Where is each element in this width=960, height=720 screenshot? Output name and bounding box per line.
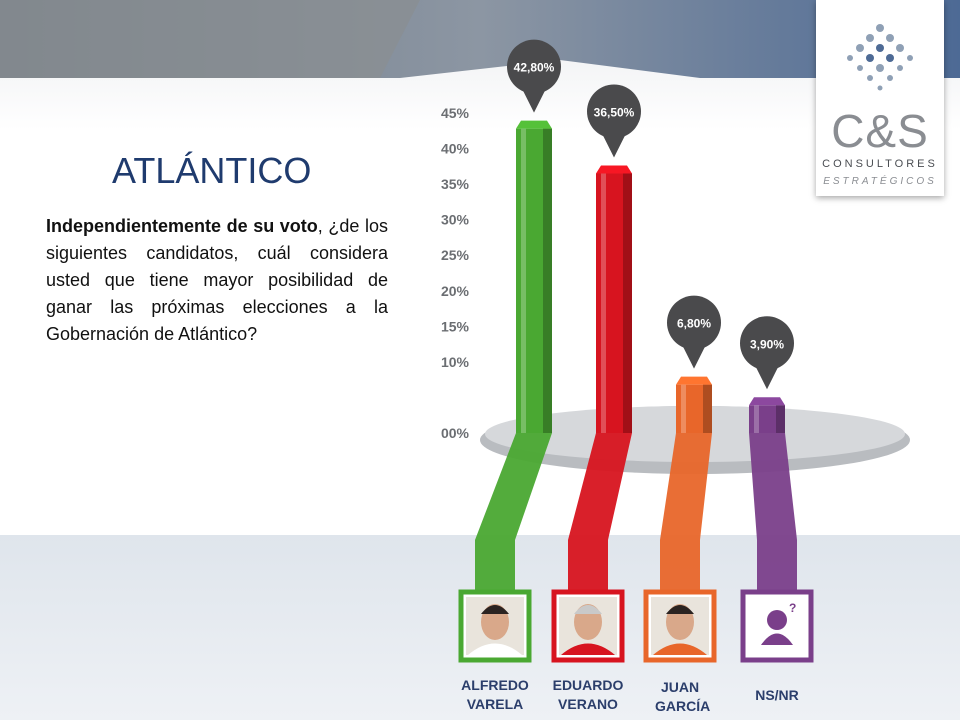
logo: C&S CONSULTORES ESTRATÉGICOS (816, 0, 944, 196)
y-tick-label: 35% (441, 176, 470, 192)
logo-name: C&S (831, 105, 929, 157)
value-balloon (754, 363, 780, 390)
value-label: 3,90% (750, 337, 784, 351)
x-tick-label: NS/NR (755, 687, 799, 703)
bar-highlight (601, 173, 606, 433)
value-balloon (521, 86, 547, 113)
bar-cap (676, 376, 712, 385)
bar-highlight (521, 128, 526, 433)
x-tick-label: ALFREDO VARELA (461, 677, 529, 712)
avatar-question: ? (789, 601, 796, 615)
y-tick-label: 25% (441, 247, 470, 263)
bar-shade (623, 173, 632, 433)
bar-highlight (754, 405, 759, 433)
photo-body (561, 643, 615, 655)
bar-highlight (681, 384, 686, 433)
y-tick-label: 15% (441, 318, 470, 334)
x-tick-label: EDUARDO VERANO (552, 677, 624, 712)
bar-shade (703, 384, 712, 433)
y-tick-label: 00% (441, 425, 470, 441)
question-text: , ¿de los siguientes candidatos, cuál co… (46, 216, 388, 344)
logo-line: ESTRATÉGICOS (823, 176, 937, 187)
avatar-icon (761, 633, 793, 645)
y-tick-label: 45% (441, 105, 470, 121)
value-label: 6,80% (677, 317, 711, 331)
bar-cap (749, 397, 785, 406)
photo-hair (574, 605, 602, 614)
question-bold: Independientemente de su voto (46, 216, 318, 236)
bar-shade (776, 405, 785, 433)
y-tick-label: 30% (441, 212, 470, 228)
value-balloon (681, 342, 707, 369)
ribbon (475, 433, 552, 600)
avatar-icon (767, 610, 787, 630)
value-label: 42,80% (514, 61, 555, 75)
value-balloon (587, 84, 641, 139)
photo-body (653, 643, 707, 655)
value-balloon (740, 316, 794, 371)
logo-line: CONSULTORES (822, 158, 938, 170)
ribbon (568, 433, 632, 600)
value-balloon (601, 131, 627, 158)
ribbon (749, 433, 797, 600)
photo-body (468, 643, 522, 655)
slide-title: ATLÁNTICO (112, 150, 312, 191)
y-tick-label: 10% (441, 354, 470, 370)
value-balloon (667, 295, 721, 350)
logo-dots (847, 24, 913, 91)
bar-cap (516, 120, 552, 129)
photo-hair (666, 605, 694, 614)
value-label: 36,50% (594, 105, 635, 119)
question: Independientemente de su voto, ¿de los s… (46, 213, 388, 348)
y-tick-label: 20% (441, 283, 470, 299)
bar-cap (596, 165, 632, 174)
value-balloon (507, 39, 561, 94)
x-tick-label: JUAN GARCÍA (655, 679, 711, 714)
y-tick-label: 40% (441, 141, 470, 157)
ribbon (660, 433, 712, 600)
bar-shade (543, 128, 552, 433)
photo-hair (481, 605, 509, 614)
